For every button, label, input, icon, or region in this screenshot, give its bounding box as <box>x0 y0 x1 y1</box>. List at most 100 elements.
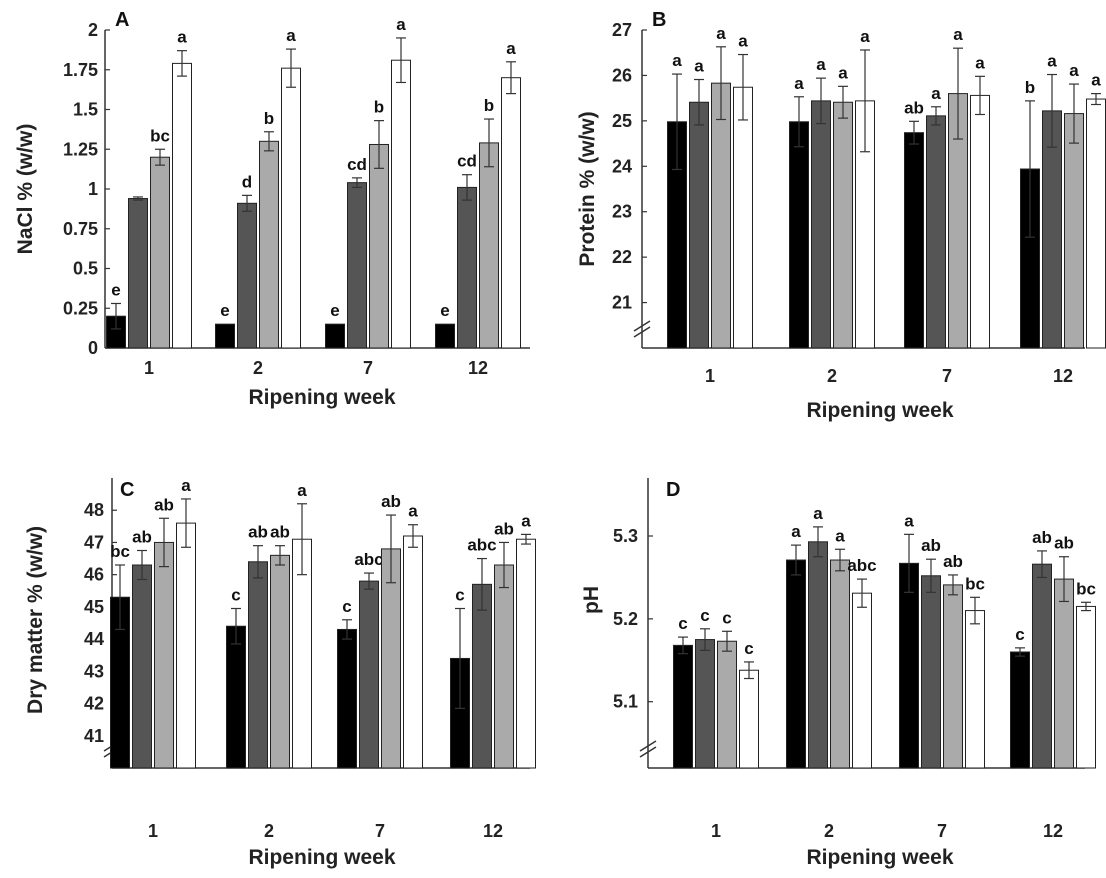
y-tick-label: 47 <box>84 532 104 552</box>
significance-label: a <box>181 476 191 495</box>
significance-label: c <box>342 597 351 616</box>
bar <box>154 541 174 769</box>
bar <box>789 121 809 349</box>
y-tick-label: 27 <box>612 20 632 40</box>
significance-label: a <box>506 39 516 58</box>
bar <box>904 132 924 349</box>
y-tick-label: 1.75 <box>63 60 98 80</box>
significance-label: c <box>1015 625 1024 644</box>
x-tick-label: 2 <box>253 358 263 378</box>
x-tick-label: 1 <box>705 366 715 386</box>
significance-label: e <box>440 301 449 320</box>
y-tick-label: 44 <box>84 629 104 649</box>
bar <box>899 562 919 769</box>
bar <box>132 564 152 769</box>
y-tick-label: 48 <box>84 500 104 520</box>
significance-label: c <box>722 608 731 627</box>
x-tick-label: 2 <box>264 821 274 841</box>
significance-label: a <box>953 25 963 44</box>
significance-label: b <box>484 96 494 115</box>
bar <box>479 142 499 349</box>
significance-label: e <box>220 301 229 320</box>
significance-label: a <box>1047 52 1057 71</box>
x-tick-label: 1 <box>148 821 158 841</box>
significance-label: bc <box>1076 579 1096 598</box>
significance-label: b <box>264 109 274 128</box>
bar <box>270 554 290 769</box>
bar <box>472 583 492 769</box>
bar <box>501 77 521 349</box>
significance-label: bc <box>150 126 170 145</box>
significance-label: abc <box>847 556 876 575</box>
significance-label: abc <box>467 536 496 555</box>
significance-label: a <box>672 51 682 70</box>
significance-label: a <box>904 511 914 530</box>
y-tick-label: 5.2 <box>613 609 638 629</box>
significance-label: a <box>521 511 531 530</box>
y-tick-label: 5.1 <box>613 692 638 712</box>
bar <box>943 584 963 769</box>
bar <box>852 592 872 769</box>
significance-label: a <box>816 55 826 74</box>
bar <box>689 101 709 349</box>
significance-label: ab <box>943 552 963 571</box>
bar <box>926 115 946 349</box>
significance-label: a <box>1069 61 1079 80</box>
significance-label: a <box>408 502 418 521</box>
bar <box>733 86 753 349</box>
y-axis-label: Dry matter % (w/w) <box>24 526 47 714</box>
y-tick-label: 0.75 <box>63 219 98 239</box>
bar <box>369 143 389 349</box>
significance-label: a <box>813 504 823 523</box>
y-tick-label: 0 <box>88 338 98 358</box>
y-tick-label: 46 <box>84 565 104 585</box>
x-tick-label: 7 <box>937 821 947 841</box>
bar <box>128 198 148 349</box>
panel-letter: D <box>666 479 680 501</box>
bar <box>347 182 367 349</box>
y-tick-label: 21 <box>612 293 632 313</box>
bar <box>786 559 806 769</box>
significance-label: ab <box>921 536 941 555</box>
bar <box>403 535 423 769</box>
significance-label: ab <box>494 519 514 538</box>
bar <box>215 323 235 349</box>
y-tick-label: 2 <box>88 20 98 40</box>
x-tick-label: 12 <box>1053 366 1073 386</box>
y-tick-label: 5.3 <box>613 526 638 546</box>
x-axis-label: Ripening week <box>806 846 953 869</box>
significance-label: ab <box>381 492 401 511</box>
y-tick-label: 0.25 <box>63 298 98 318</box>
significance-label: ab <box>1054 534 1074 553</box>
bar <box>695 639 715 769</box>
significance-label: cd <box>457 152 477 171</box>
significance-label: b <box>374 98 384 117</box>
significance-label: d <box>242 172 252 191</box>
significance-label: bc <box>965 574 985 593</box>
significance-label: a <box>931 84 941 103</box>
x-tick-label: 12 <box>468 358 488 378</box>
significance-label: ab <box>904 98 924 117</box>
bar <box>325 323 345 349</box>
y-tick-label: 23 <box>612 202 632 222</box>
bar <box>833 101 853 349</box>
x-axis-label: Ripening week <box>248 846 395 869</box>
significance-label: c <box>231 586 240 605</box>
x-tick-label: 1 <box>144 358 154 378</box>
bar <box>921 575 941 769</box>
x-tick-label: 2 <box>827 366 837 386</box>
x-tick-label: 12 <box>483 821 503 841</box>
y-tick-label: 1.5 <box>73 100 98 120</box>
bar <box>830 559 850 769</box>
significance-label: a <box>286 26 296 45</box>
bar <box>1064 113 1084 349</box>
y-axis-label: NaCl % (w/w) <box>14 124 37 255</box>
bar <box>1054 578 1074 769</box>
y-axis-label: Protein % (w/w) <box>576 111 599 266</box>
significance-label: a <box>794 74 804 93</box>
panel-letter: B <box>652 9 666 31</box>
